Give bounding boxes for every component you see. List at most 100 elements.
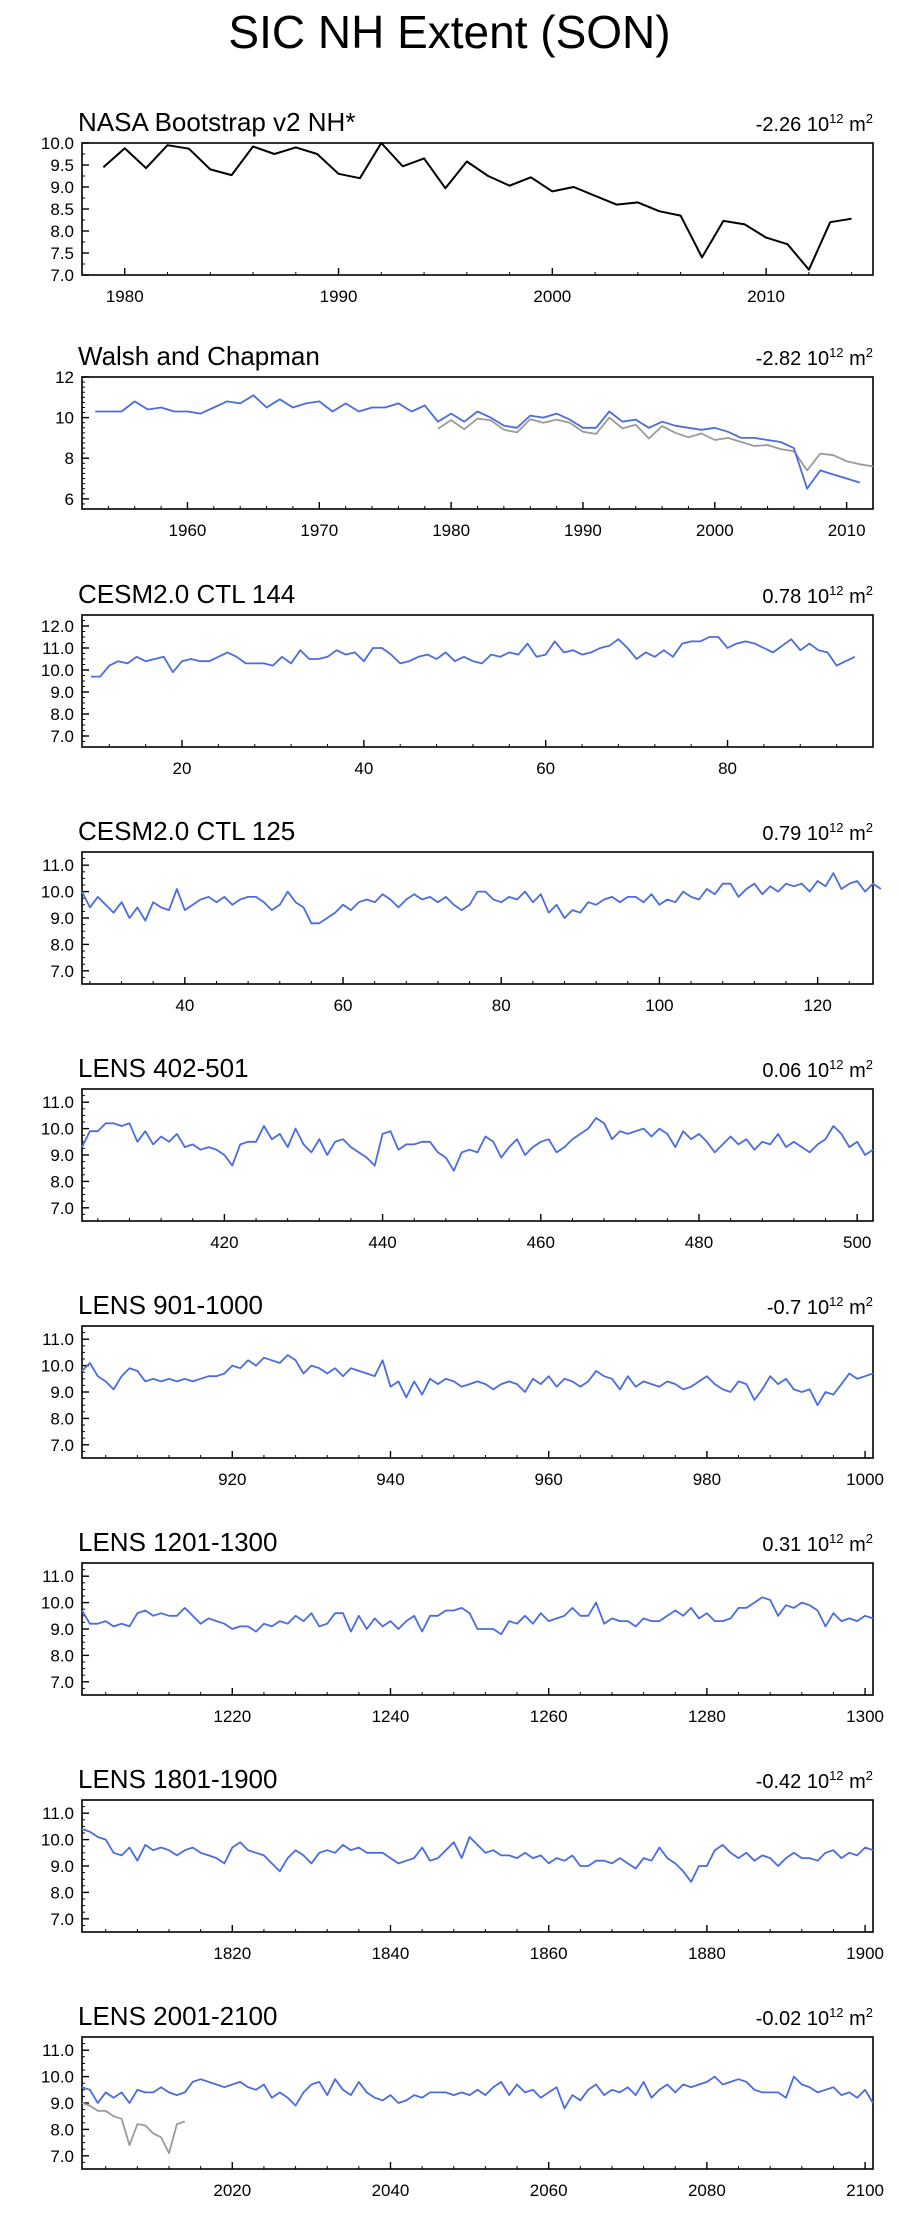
trend-exponent: 12 [829,1768,843,1783]
plot-frame [81,2036,874,2170]
trend-label: -0.7 1012 m2 [767,1294,873,1319]
y-tick-label: 6 [65,490,74,509]
chart-panel-6: LENS 901-1000 -0.7 1012 m2 7.0 8.0 9.0 10.0 11… [41,1290,884,1489]
x-tick-label: 1300 [846,1707,884,1726]
x-tick-label: 420 [210,1233,238,1252]
trend-units-exponent: 2 [866,111,873,126]
trend-value: -0.02 10 [756,2008,829,2030]
y-tick-label: 11.0 [42,639,74,658]
x-tick-label: 1980 [106,287,144,306]
y-tick-label: 7.0 [50,727,74,746]
trend-value: -0.42 10 [756,1771,829,1793]
x-tick-label: 980 [693,1470,721,1489]
x-tick-label: 20 [173,759,192,778]
y-tick-label: 9.5 [50,156,74,175]
y-tick-label: 7.0 [50,1436,74,1455]
x-tick-label: 2000 [533,287,571,306]
y-tick-label: 9.0 [50,909,74,928]
y-tick-label: 11.0 [42,1330,74,1349]
panel-title: LENS 402-501 [78,1053,249,1083]
y-tick-label: 10.0 [41,134,74,153]
chart-panel-3: CESM2.0 CTL 144 0.78 1012 m2 7.0 8.0 9.0 10.0… [41,579,874,778]
y-tick-label: 10.0 [41,2068,74,2087]
series-line-model [95,394,861,490]
y-tick-label: 10.0 [41,1120,74,1139]
trend-exponent: 12 [829,1531,843,1546]
x-tick-label: 1220 [213,1707,251,1726]
y-tick-label: 9.0 [50,1620,74,1639]
panel-title: CESM2.0 CTL 144 [78,579,295,609]
plot-frame [81,1799,874,1933]
y-tick-label: 7.0 [50,1673,74,1692]
x-tick-label: 1840 [372,1944,410,1963]
trend-units: m [844,586,866,608]
trend-value: -0.7 10 [767,1297,829,1319]
x-tick-label: 40 [354,759,373,778]
x-tick-label: 1980 [432,521,470,540]
trend-units-exponent: 2 [866,345,873,360]
x-tick-label: 60 [536,759,555,778]
chart-panel-7: LENS 1201-1300 0.31 1012 m2 7.0 8.0 9.0 10.0 1… [41,1527,884,1726]
x-tick-label: 1990 [320,287,358,306]
panel-title: LENS 2001-2100 [78,2001,277,2031]
trend-units-exponent: 2 [866,1531,873,1546]
trend-units-exponent: 2 [866,1768,873,1783]
trend-units-exponent: 2 [866,1294,873,1309]
y-tick-label: 8.0 [50,1409,74,1428]
trend-units: m [844,2008,866,2030]
x-tick-label: 1280 [688,1707,726,1726]
y-tick-label: 8.0 [50,705,74,724]
y-tick-label: 11.0 [42,1093,74,1112]
chart-panel-5: LENS 402-501 0.06 1012 m2 7.0 8.0 9.0 10.0 11.… [41,1053,874,1252]
series-line-model [81,2075,874,2110]
trend-units-exponent: 2 [866,2005,873,2020]
chart-panel-9: LENS 2001-2100 -0.02 1012 m2 7.0 8.0 9.0 10.0… [41,2001,884,2200]
panel-title: CESM2.0 CTL 125 [78,816,295,846]
trend-label: -0.02 1012 m2 [756,2005,873,2030]
series-line-model [81,1828,874,1883]
y-tick-label: 8.5 [50,200,74,219]
trend-exponent: 12 [829,345,843,360]
y-tick-label: 9.0 [50,1146,74,1165]
y-tick-label: 8.0 [50,935,74,954]
y-tick-label: 7.5 [50,244,74,263]
series-line-overlay [437,416,874,472]
chart-panel-8: LENS 1801-1900 -0.42 1012 m2 7.0 8.0 9.0 10.0… [41,1764,884,1963]
series-line-model [81,1117,874,1172]
plot-frame [81,1325,874,1459]
x-tick-label: 2000 [696,521,734,540]
y-tick-label: 9.0 [50,178,74,197]
y-tick-label: 11.0 [42,856,74,875]
trend-value: 0.78 10 [762,586,829,608]
x-tick-label: 920 [218,1470,246,1489]
x-tick-label: 1970 [300,521,338,540]
y-tick-label: 10.0 [41,1594,74,1613]
x-tick-label: 1960 [169,521,207,540]
x-tick-label: 1900 [846,1944,884,1963]
chart-panel-1: NASA Bootstrap v2 NH* -2.26 1012 m2 7.0 7.5… [41,107,874,306]
x-tick-label: 960 [535,1470,563,1489]
y-tick-label: 9.0 [50,2094,74,2113]
trend-units: m [844,1534,866,1556]
y-tick-label: 10 [55,409,74,428]
y-tick-label: 9.0 [50,683,74,702]
trend-units: m [844,1060,866,1082]
y-tick-label: 9.0 [50,1383,74,1402]
trend-label: 0.78 1012 m2 [762,583,873,608]
y-tick-label: 8.0 [50,1172,74,1191]
trend-units: m [844,823,866,845]
y-tick-label: 7.0 [50,1199,74,1218]
x-tick-label: 500 [843,1233,871,1252]
x-tick-label: 460 [527,1233,555,1252]
x-tick-label: 1820 [213,1944,251,1963]
trend-exponent: 12 [829,820,843,835]
x-tick-label: 2020 [213,2181,251,2200]
panel-title: LENS 1201-1300 [78,1527,277,1557]
page-title: SIC NH Extent (SON) [228,6,671,58]
trend-label: 0.06 1012 m2 [762,1057,873,1082]
x-tick-label: 1860 [530,1944,568,1963]
trend-value: -2.82 10 [756,348,829,370]
x-tick-label: 440 [368,1233,396,1252]
trend-exponent: 12 [829,1294,843,1309]
trend-label: 0.79 1012 m2 [762,820,873,845]
